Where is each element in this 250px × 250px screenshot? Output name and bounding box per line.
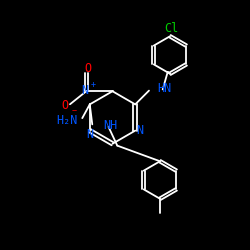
Text: +: + <box>91 80 96 89</box>
Text: N: N <box>136 124 143 137</box>
Text: O: O <box>61 99 68 112</box>
Text: H₂N: H₂N <box>56 114 78 127</box>
Text: O: O <box>84 62 91 74</box>
Text: N: N <box>86 128 93 141</box>
Text: N: N <box>82 84 88 96</box>
Text: HN: HN <box>158 82 172 95</box>
Text: −: − <box>71 106 76 115</box>
Text: Cl: Cl <box>164 22 178 35</box>
Text: NH: NH <box>104 119 118 132</box>
